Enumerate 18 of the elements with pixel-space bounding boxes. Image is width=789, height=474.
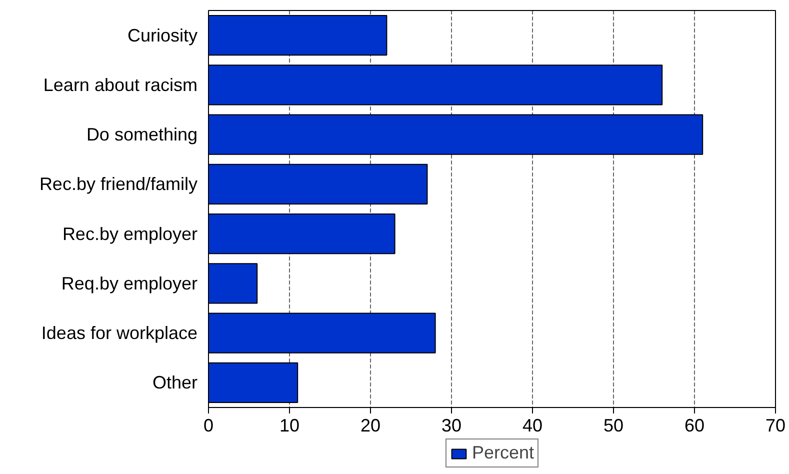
- x-tick-label: 60: [684, 416, 705, 436]
- x-tick-label: 50: [603, 416, 624, 436]
- legend-label: Percent: [472, 442, 534, 464]
- x-tick-label: 40: [522, 416, 543, 436]
- x-tick-label: 70: [765, 416, 786, 436]
- x-tick-label: 0: [203, 416, 214, 436]
- x-tick-label: 10: [279, 416, 300, 436]
- y-tick-label: Do something: [86, 124, 198, 145]
- y-tick-label: Ideas for workplace: [41, 323, 198, 344]
- y-tick-label: Other: [152, 372, 198, 393]
- y-tick-label: Rec.by employer: [62, 224, 198, 244]
- y-tick-label: Learn about racism: [43, 74, 198, 95]
- y-tick-label: Req.by employer: [61, 273, 198, 294]
- x-tick-label: 30: [441, 416, 462, 436]
- y-tick-label: Rec.by friend/family: [39, 174, 198, 194]
- x-tick-label: 20: [360, 416, 381, 436]
- y-tick-label: Curiosity: [127, 25, 198, 46]
- bar: [208, 263, 258, 304]
